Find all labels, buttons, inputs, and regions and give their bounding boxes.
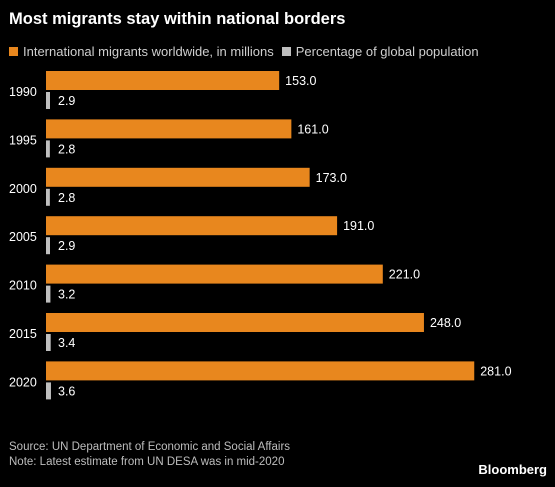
category-label-2015: 2015	[9, 327, 37, 341]
bar-percentage-2005	[46, 237, 51, 255]
category-label-2000: 2000	[9, 182, 37, 196]
bar-percentage-2020	[46, 382, 51, 400]
value-label-migrants-1995: 161.0	[297, 122, 328, 136]
value-label-percentage-1990: 2.9	[58, 94, 75, 108]
chart-title: Most migrants stay within national borde…	[9, 10, 346, 28]
value-label-migrants-2015: 248.0	[430, 316, 461, 330]
value-label-migrants-1990: 153.0	[285, 74, 316, 88]
value-label-percentage-2015: 3.4	[58, 336, 75, 350]
category-label-2020: 2020	[9, 375, 37, 389]
category-label-1995: 1995	[9, 133, 37, 147]
bar-percentage-2000	[46, 188, 50, 206]
bar-migrants-2015	[46, 313, 424, 332]
bar-percentage-1990	[46, 92, 51, 109]
value-label-migrants-2000: 173.0	[316, 171, 347, 185]
value-label-percentage-2005: 2.9	[58, 239, 75, 253]
bar-migrants-2005	[46, 216, 338, 236]
category-label-2005: 2005	[9, 230, 37, 244]
legend-label-migrants: International migrants worldwide, in mil…	[23, 44, 274, 59]
bar-percentage-2010	[46, 285, 51, 303]
value-label-migrants-2010: 221.0	[389, 268, 420, 282]
bar-migrants-2020	[46, 361, 475, 381]
bar-migrants-2000	[46, 167, 310, 187]
bar-percentage-2015	[46, 334, 51, 351]
category-label-1990: 1990	[9, 85, 37, 99]
legend-label-percentage: Percentage of global population	[295, 44, 479, 59]
value-label-percentage-2010: 3.2	[58, 288, 75, 302]
footnote: Note: Latest estimate from UN DESA was i…	[9, 455, 285, 468]
bar-migrants-2010	[46, 264, 383, 284]
value-label-percentage-2020: 3.6	[58, 384, 75, 398]
bar-percentage-1995	[46, 140, 50, 158]
footer: Source: UN Department of Economic and So…	[9, 440, 290, 469]
source-note: Source: UN Department of Economic and So…	[9, 441, 291, 453]
legend: International migrants worldwide, in mil…	[9, 44, 487, 59]
value-label-migrants-2020: 281.0	[480, 364, 511, 378]
legend-swatch-migrants	[9, 47, 18, 56]
bar-migrants-1995	[46, 119, 292, 139]
bloomberg-logo: Bloomberg	[478, 462, 547, 477]
bar-migrants-1990	[46, 71, 280, 90]
legend-item-migrants: International migrants worldwide, in mil…	[9, 44, 274, 59]
value-label-migrants-2005: 191.0	[343, 219, 374, 233]
value-label-percentage-1995: 2.8	[58, 142, 75, 156]
legend-item-percentage: Percentage of global population	[281, 44, 479, 59]
legend-swatch-percentage	[281, 47, 291, 56]
category-label-2010: 2010	[9, 279, 37, 293]
value-label-percentage-2000: 2.8	[58, 191, 75, 205]
